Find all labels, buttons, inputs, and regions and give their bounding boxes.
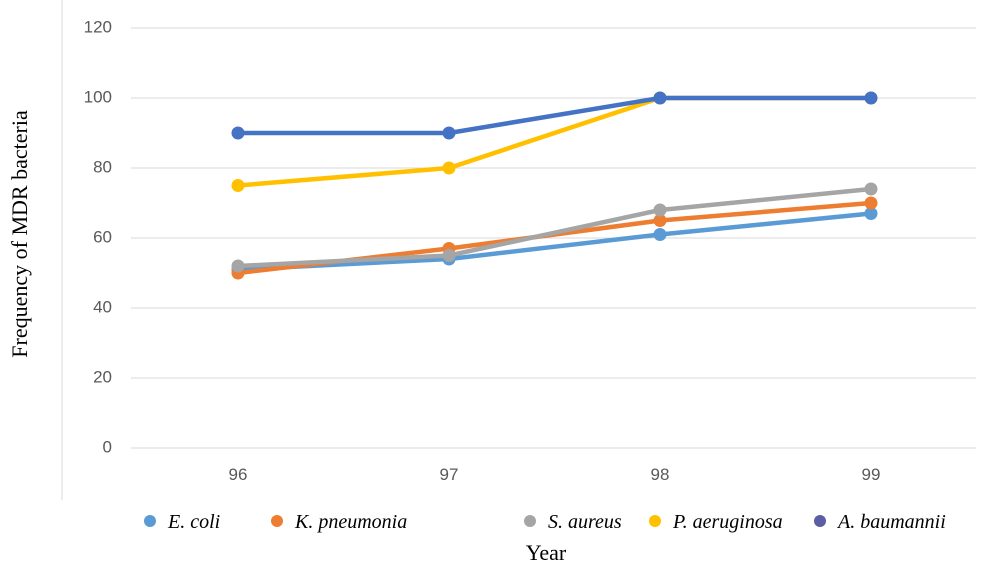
legend-label: S. aureus	[548, 511, 622, 533]
series-4	[231, 91, 878, 140]
legend: E. coli K. pneumonia S. aureus P. aeruginos…	[144, 511, 946, 533]
y-axis-title: Frequency of MDR bacteria	[7, 110, 32, 358]
y-tick-label: 120	[84, 17, 112, 36]
x-tick-label: 99	[862, 465, 881, 484]
data-point	[442, 126, 456, 140]
series-line	[235, 211, 874, 272]
x-tick-label: 98	[651, 465, 670, 484]
data-point	[231, 179, 245, 192]
data-point	[864, 196, 878, 210]
y-tick-label: 60	[93, 227, 112, 246]
gridlines	[131, 27, 976, 449]
legend-item: K. pneumonia	[271, 511, 407, 533]
legend-marker	[814, 515, 826, 527]
series-2	[231, 182, 878, 273]
data-point	[864, 91, 878, 105]
y-tick-label: 20	[93, 367, 112, 386]
legend-item: A. baumannii	[814, 511, 946, 533]
data-point	[653, 91, 667, 105]
legend-label: K. pneumonia	[294, 511, 407, 533]
legend-marker	[271, 515, 283, 527]
data-point	[864, 207, 878, 220]
data-point	[442, 249, 456, 262]
x-axis-ticks: 96 97 98 99	[229, 465, 881, 484]
data-point	[864, 182, 878, 196]
legend-item: P. aeruginosa	[649, 511, 783, 533]
data-point	[442, 161, 456, 175]
legend-item: S. aureus	[524, 511, 622, 533]
data-point	[653, 203, 667, 217]
x-tick-label: 97	[440, 465, 459, 484]
y-tick-label: 100	[84, 87, 112, 106]
legend-label: P. aeruginosa	[672, 511, 783, 533]
y-tick-label: 80	[93, 157, 112, 176]
legend-marker	[144, 515, 156, 527]
series-group	[231, 91, 878, 280]
data-point	[231, 126, 245, 140]
x-axis-title: Year	[526, 540, 567, 565]
legend-label: A. baumannii	[836, 511, 946, 533]
series-line	[235, 186, 874, 269]
data-point	[231, 259, 245, 273]
legend-item: E. coli	[144, 511, 220, 533]
series-line	[235, 95, 874, 136]
y-tick-label: 0	[103, 437, 112, 456]
y-axis-ticks: 0 20 40 60 80 100 120	[84, 17, 112, 456]
legend-label: E. coli	[167, 511, 220, 533]
data-point	[653, 214, 667, 227]
legend-marker	[649, 515, 661, 527]
x-tick-label: 96	[229, 465, 248, 484]
data-point	[653, 228, 667, 241]
y-tick-label: 40	[93, 297, 112, 316]
legend-marker	[524, 515, 536, 527]
